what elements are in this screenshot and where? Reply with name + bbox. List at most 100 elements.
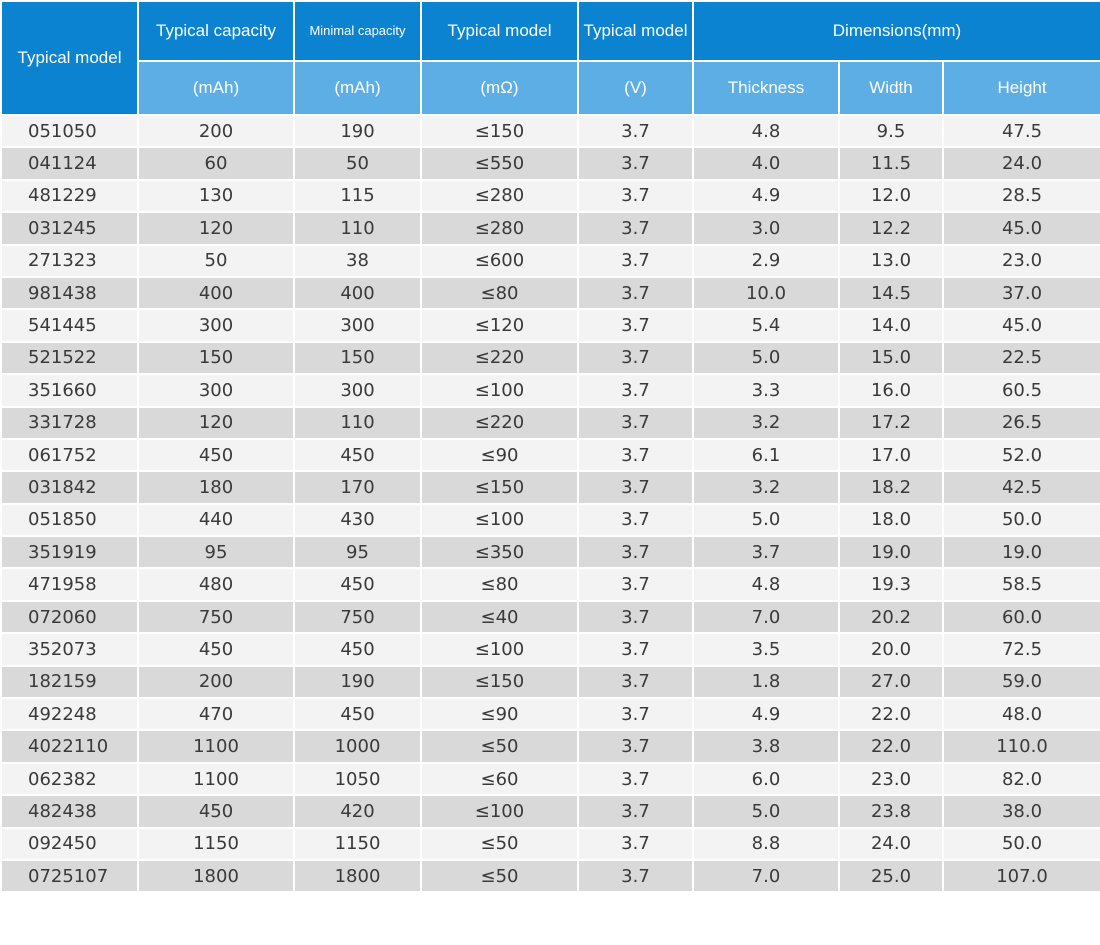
cell-model: 062382 (0, 761, 139, 797)
cell-typical-capacity: 120 (137, 211, 295, 246)
battery-spec-table: Typical model Typical capacity Minimal c… (0, 0, 1100, 894)
cell-model: 482438 (0, 794, 139, 829)
cell-thickness: 6.1 (692, 437, 840, 473)
cell-typical-capacity: 1800 (137, 858, 295, 894)
cell-model: 092450 (0, 826, 139, 861)
header-dimensions: Dimensions(mm) (691, 0, 1100, 62)
cell-resistance: ≤50 (420, 729, 579, 764)
cell-thickness: 3.5 (692, 632, 840, 667)
cell-typical-capacity: 450 (137, 437, 295, 473)
cell-height: 60.5 (941, 373, 1100, 408)
table-row: 041124 60 50 ≤550 3.7 4.0 11.5 24.0 (0, 146, 1100, 181)
cell-resistance: ≤90 (420, 437, 579, 473)
cell-width: 14.0 (838, 308, 944, 343)
cell-minimal-capacity: 110 (293, 405, 422, 440)
cell-width: 12.0 (838, 178, 944, 214)
cell-voltage: 3.7 (577, 761, 694, 797)
cell-thickness: 4.8 (692, 567, 840, 602)
cell-thickness: 8.8 (692, 826, 840, 861)
cell-minimal-capacity: 450 (293, 437, 422, 473)
cell-width: 19.0 (838, 535, 944, 570)
cell-minimal-capacity: 190 (293, 664, 422, 700)
cell-height: 37.0 (941, 275, 1100, 311)
cell-width: 19.3 (838, 567, 944, 602)
cell-thickness: 7.0 (692, 599, 840, 635)
cell-thickness: 3.2 (692, 405, 840, 440)
cell-minimal-capacity: 450 (293, 697, 422, 732)
cell-model: 351919 (0, 535, 139, 570)
table-row: 072060 750 750 ≤40 3.7 7.0 20.2 60.0 (0, 599, 1100, 635)
table-row: 051850 440 430 ≤100 3.7 5.0 18.0 50.0 (0, 502, 1100, 538)
cell-model: 182159 (0, 664, 139, 700)
cell-typical-capacity: 300 (137, 373, 295, 408)
table-row: 051050 200 190 ≤150 3.7 4.8 9.5 47.5 (0, 113, 1100, 149)
cell-height: 42.5 (941, 470, 1100, 505)
unit-typical-capacity: (mAh) (137, 60, 295, 116)
cell-typical-capacity: 450 (137, 794, 295, 829)
cell-model: 271323 (0, 243, 139, 278)
table-row: 061752 450 450 ≤90 3.7 6.1 17.0 52.0 (0, 437, 1100, 473)
cell-model: 521522 (0, 340, 139, 376)
table-row: 351660 300 300 ≤100 3.7 3.3 16.0 60.5 (0, 373, 1100, 408)
cell-resistance: ≤220 (420, 340, 579, 376)
cell-minimal-capacity: 430 (293, 502, 422, 538)
cell-height: 82.0 (941, 761, 1100, 797)
cell-model: 981438 (0, 275, 139, 311)
cell-voltage: 3.7 (577, 470, 694, 505)
cell-height: 50.0 (941, 826, 1100, 861)
cell-thickness: 10.0 (692, 275, 840, 311)
cell-minimal-capacity: 170 (293, 470, 422, 505)
cell-typical-capacity: 480 (137, 567, 295, 602)
cell-model: 051050 (0, 113, 139, 149)
cell-resistance: ≤100 (420, 794, 579, 829)
cell-model: 492248 (0, 697, 139, 732)
cell-width: 17.0 (838, 437, 944, 473)
header-resistance: Typical model (420, 0, 579, 62)
cell-voltage: 3.7 (577, 794, 694, 829)
cell-height: 26.5 (941, 405, 1100, 440)
cell-minimal-capacity: 1800 (293, 858, 422, 894)
cell-voltage: 3.7 (577, 113, 694, 149)
cell-model: 352073 (0, 632, 139, 667)
cell-model: 0725107 (0, 858, 139, 894)
cell-typical-capacity: 450 (137, 632, 295, 667)
cell-model: 031842 (0, 470, 139, 505)
cell-voltage: 3.7 (577, 697, 694, 732)
cell-model: 061752 (0, 437, 139, 473)
cell-model: 541445 (0, 308, 139, 343)
unit-voltage: (V) (577, 60, 694, 116)
cell-height: 60.0 (941, 599, 1100, 635)
cell-resistance: ≤120 (420, 308, 579, 343)
cell-resistance: ≤100 (420, 502, 579, 538)
cell-resistance: ≤150 (420, 664, 579, 700)
cell-voltage: 3.7 (577, 340, 694, 376)
cell-height: 48.0 (941, 697, 1100, 732)
cell-minimal-capacity: 300 (293, 308, 422, 343)
unit-resistance: (mΩ) (420, 60, 579, 116)
cell-minimal-capacity: 150 (293, 340, 422, 376)
cell-thickness: 4.9 (692, 178, 840, 214)
table-row: 351919 95 95 ≤350 3.7 3.7 19.0 19.0 (0, 535, 1100, 570)
cell-voltage: 3.7 (577, 858, 694, 894)
cell-typical-capacity: 400 (137, 275, 295, 311)
cell-minimal-capacity: 450 (293, 567, 422, 602)
cell-typical-capacity: 750 (137, 599, 295, 635)
table-row: 031245 120 110 ≤280 3.7 3.0 12.2 45.0 (0, 211, 1100, 246)
cell-width: 15.0 (838, 340, 944, 376)
cell-resistance: ≤350 (420, 535, 579, 570)
table-row: 331728 120 110 ≤220 3.7 3.2 17.2 26.5 (0, 405, 1100, 440)
cell-width: 17.2 (838, 405, 944, 440)
cell-voltage: 3.7 (577, 632, 694, 667)
cell-height: 59.0 (941, 664, 1100, 700)
table-row: 541445 300 300 ≤120 3.7 5.4 14.0 45.0 (0, 308, 1100, 343)
cell-height: 24.0 (941, 146, 1100, 181)
cell-height: 45.0 (941, 211, 1100, 246)
header-thickness: Thickness (692, 60, 840, 116)
cell-width: 22.0 (838, 729, 944, 764)
table-row: 352073 450 450 ≤100 3.7 3.5 20.0 72.5 (0, 632, 1100, 667)
cell-height: 19.0 (941, 535, 1100, 570)
cell-thickness: 6.0 (692, 761, 840, 797)
cell-resistance: ≤600 (420, 243, 579, 278)
cell-resistance: ≤60 (420, 761, 579, 797)
header-voltage: Typical model (577, 0, 694, 62)
